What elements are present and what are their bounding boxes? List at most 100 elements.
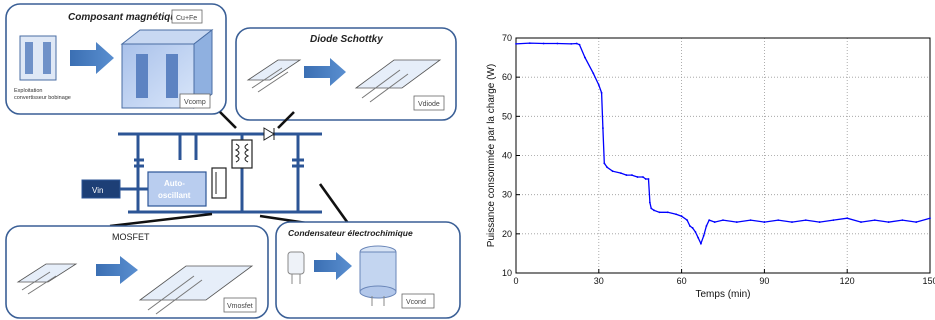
magnetic-component-panel: Composant magnétique Cu+Fe Exploitation … bbox=[5, 3, 227, 115]
data-point bbox=[636, 176, 639, 178]
data-point bbox=[901, 219, 904, 222]
source-label: Vin bbox=[92, 186, 103, 195]
mosfet-panel-title: MOSFET bbox=[112, 232, 150, 242]
data-point bbox=[713, 221, 716, 223]
data-point bbox=[675, 213, 677, 216]
data-point bbox=[647, 178, 650, 180]
data-point bbox=[556, 42, 559, 45]
data-point bbox=[700, 242, 702, 245]
magnetic-caption-2: convertisseur bobinage bbox=[14, 95, 71, 101]
data-point bbox=[763, 221, 766, 223]
x-tick-label: 150 bbox=[922, 276, 935, 286]
x-tick-label: 30 bbox=[594, 276, 604, 286]
mosfet-icon bbox=[211, 167, 227, 199]
magnetic-panel-tag: Cu+Fe bbox=[176, 15, 197, 22]
schottky-panel-title: Diode Schottky bbox=[310, 34, 383, 45]
converter-circuit bbox=[118, 132, 322, 214]
data-point bbox=[818, 221, 821, 223]
data-point bbox=[749, 219, 752, 222]
data-point bbox=[832, 219, 835, 222]
point-layer bbox=[515, 42, 931, 245]
series-line bbox=[515, 42, 931, 246]
data-point bbox=[702, 234, 705, 237]
data-point bbox=[691, 227, 694, 229]
data-point bbox=[648, 201, 651, 204]
data-point bbox=[860, 221, 862, 223]
mosfet-arrow-icon bbox=[96, 256, 138, 284]
magnetic-arrow-icon bbox=[70, 42, 114, 74]
data-point bbox=[575, 42, 578, 45]
source-box: Vin bbox=[81, 179, 148, 199]
y-tick-label: 10 bbox=[502, 268, 512, 278]
y-tick-label: 60 bbox=[502, 72, 512, 82]
data-point bbox=[915, 221, 918, 223]
data-point bbox=[528, 42, 531, 44]
y-tick-label: 50 bbox=[502, 111, 512, 121]
data-point bbox=[680, 215, 683, 218]
transformer-icon bbox=[231, 139, 253, 169]
data-point bbox=[658, 211, 661, 214]
data-point bbox=[686, 219, 689, 222]
data-point bbox=[694, 230, 697, 233]
y-tick-label: 30 bbox=[502, 190, 512, 200]
y-tick-label: 70 bbox=[502, 33, 512, 43]
data-point bbox=[515, 42, 517, 45]
data-point bbox=[846, 217, 849, 220]
controller-label-1: Auto- bbox=[164, 179, 185, 188]
capacitor-arrow-icon bbox=[314, 252, 352, 280]
data-point bbox=[666, 211, 669, 214]
mosfet-panel: MOSFET Vmosfet bbox=[5, 225, 269, 319]
x-tick-label: 60 bbox=[677, 276, 687, 286]
data-point bbox=[929, 217, 931, 220]
data-point bbox=[578, 43, 581, 46]
data-point bbox=[611, 170, 614, 173]
x-tick-label: 0 bbox=[513, 276, 518, 286]
data-point bbox=[887, 221, 890, 223]
data-point bbox=[603, 162, 606, 165]
capacitor-panel-title: Condensateur électrochimique bbox=[288, 228, 413, 238]
data-point bbox=[804, 219, 807, 222]
y-tick-label: 20 bbox=[502, 229, 512, 239]
capacitor-volume-label: Vcond bbox=[406, 299, 426, 306]
data-point bbox=[631, 174, 633, 176]
data-point bbox=[873, 219, 876, 222]
y-tick-label: 40 bbox=[502, 151, 512, 161]
data-point bbox=[777, 219, 780, 222]
grid-layer bbox=[516, 38, 930, 273]
data-point bbox=[625, 174, 628, 176]
data-point bbox=[606, 166, 608, 169]
y-axis-label: Puissance consommée par la charge (W) bbox=[486, 64, 497, 247]
power-chart: 030609012015010203040506070 Temps (min) … bbox=[486, 33, 935, 300]
data-point bbox=[644, 178, 647, 180]
x-axis-label: Temps (min) bbox=[695, 289, 750, 300]
x-tick-label: 120 bbox=[840, 276, 855, 286]
data-point bbox=[705, 225, 708, 227]
tick-layer: 0 30 60 90 120 150 10 20 30 40 50 60 70 bbox=[502, 33, 935, 286]
data-point bbox=[542, 42, 545, 45]
capacitor-panel: Condensateur électrochimique Vcond bbox=[275, 221, 461, 319]
data-point bbox=[722, 219, 724, 222]
data-point bbox=[570, 42, 573, 45]
magnetic-panel-title: Composant magnétique bbox=[68, 12, 182, 23]
data-point bbox=[735, 221, 738, 223]
x-tick-label: 90 bbox=[759, 276, 769, 286]
mosfet-volume-label: Vmosfet bbox=[227, 303, 253, 310]
data-point bbox=[597, 84, 600, 86]
data-point bbox=[584, 56, 586, 59]
converter-diagram: Composant magnétique Cu+Fe Exploitation … bbox=[5, 3, 461, 319]
schottky-arrow-icon bbox=[304, 58, 346, 86]
schottky-diode-panel: Diode Schottky Vdiode bbox=[235, 27, 457, 121]
data-point bbox=[697, 236, 700, 239]
magnetic-caption-1: Exploitation bbox=[14, 88, 42, 94]
data-point bbox=[642, 176, 644, 178]
magnetic-volume-label: Vcomp bbox=[184, 99, 206, 106]
data-point bbox=[791, 221, 793, 223]
controller-label-2: oscillant bbox=[158, 191, 191, 200]
data-point bbox=[688, 225, 691, 227]
controller-box: Auto- oscillant bbox=[147, 171, 207, 207]
schottky-volume-label: Vdiode bbox=[418, 101, 440, 108]
diode-icon bbox=[263, 127, 275, 141]
data-point bbox=[592, 72, 595, 75]
data-point bbox=[602, 127, 604, 129]
data-point bbox=[619, 172, 622, 175]
